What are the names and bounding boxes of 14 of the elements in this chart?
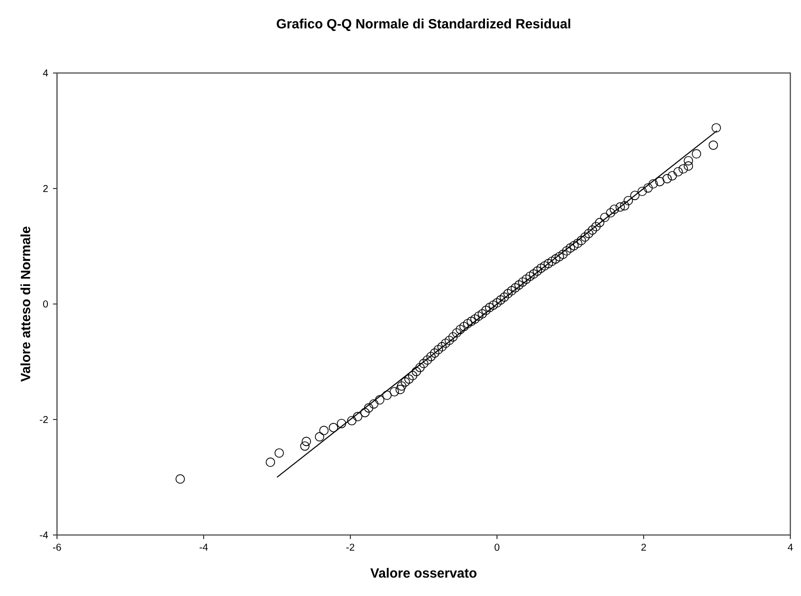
x-tick-label: 0: [494, 544, 500, 551]
y-tick-label: 0: [43, 300, 48, 308]
chart-title: Grafico Q-Q Normale di Standardized Residual: [276, 18, 570, 31]
x-tick-label: -2: [346, 544, 354, 551]
y-tick-label: 4: [42, 70, 48, 76]
y-tick-label: 2: [43, 185, 48, 192]
y-tick-label: -4: [40, 532, 48, 538]
y-tick-label: -2: [40, 416, 48, 423]
x-axis-title: Valore osservato: [370, 568, 476, 578]
x-tick-label: 4: [788, 544, 793, 551]
x-tick-label: -6: [53, 544, 62, 551]
x-tick-label: 2: [641, 544, 646, 551]
y-axis-title: Valore atteso di Normale: [20, 226, 30, 382]
x-tick-label: -4: [200, 544, 208, 551]
